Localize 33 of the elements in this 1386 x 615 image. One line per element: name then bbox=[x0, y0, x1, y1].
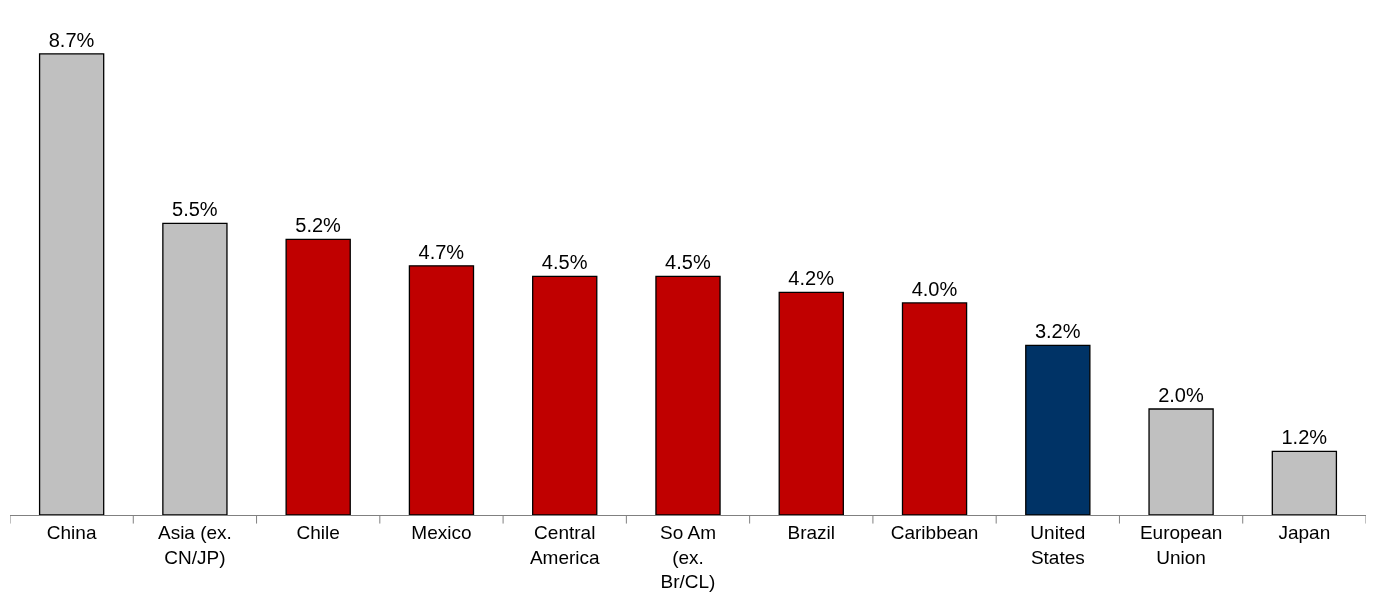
bar bbox=[778, 291, 844, 515]
data-label: 1.2% bbox=[1281, 426, 1328, 449]
x-tick-label: United States bbox=[1030, 521, 1086, 568]
bar bbox=[1271, 450, 1338, 515]
data-label: 4.0% bbox=[911, 277, 958, 300]
bar bbox=[655, 275, 721, 515]
bar bbox=[162, 222, 228, 515]
data-label: 2.0% bbox=[1158, 383, 1204, 406]
x-tick-label: Asia (ex. CN/JP) bbox=[157, 521, 232, 568]
x-tick-label: So Am (ex. Br/CL) bbox=[660, 521, 716, 593]
x-tick-label: Brazil bbox=[787, 521, 836, 543]
data-label: 5.2% bbox=[295, 214, 342, 237]
bar bbox=[1025, 344, 1091, 515]
x-tick-label: Mexico bbox=[411, 521, 472, 543]
x-tick-label: China bbox=[46, 521, 97, 543]
bar bbox=[408, 265, 475, 515]
data-label: 4.5% bbox=[665, 251, 711, 274]
bar bbox=[1148, 408, 1214, 515]
data-label: 4.2% bbox=[788, 267, 835, 290]
bar bbox=[901, 302, 968, 515]
x-tick-label: European Union bbox=[1139, 521, 1223, 568]
data-label: 5.5% bbox=[172, 198, 218, 221]
data-label: 4.7% bbox=[418, 240, 465, 263]
data-label: 4.5% bbox=[541, 251, 588, 274]
data-label: 8.7% bbox=[48, 28, 95, 51]
x-tick-label: Central America bbox=[529, 521, 600, 568]
x-tick-label: Caribbean bbox=[890, 521, 979, 543]
bar bbox=[532, 275, 598, 515]
bar bbox=[38, 53, 105, 515]
x-tick-label: Japan bbox=[1278, 521, 1331, 543]
bar bbox=[285, 238, 351, 515]
data-label: 3.2% bbox=[1034, 320, 1081, 343]
x-tick-label: Chile bbox=[296, 521, 340, 543]
